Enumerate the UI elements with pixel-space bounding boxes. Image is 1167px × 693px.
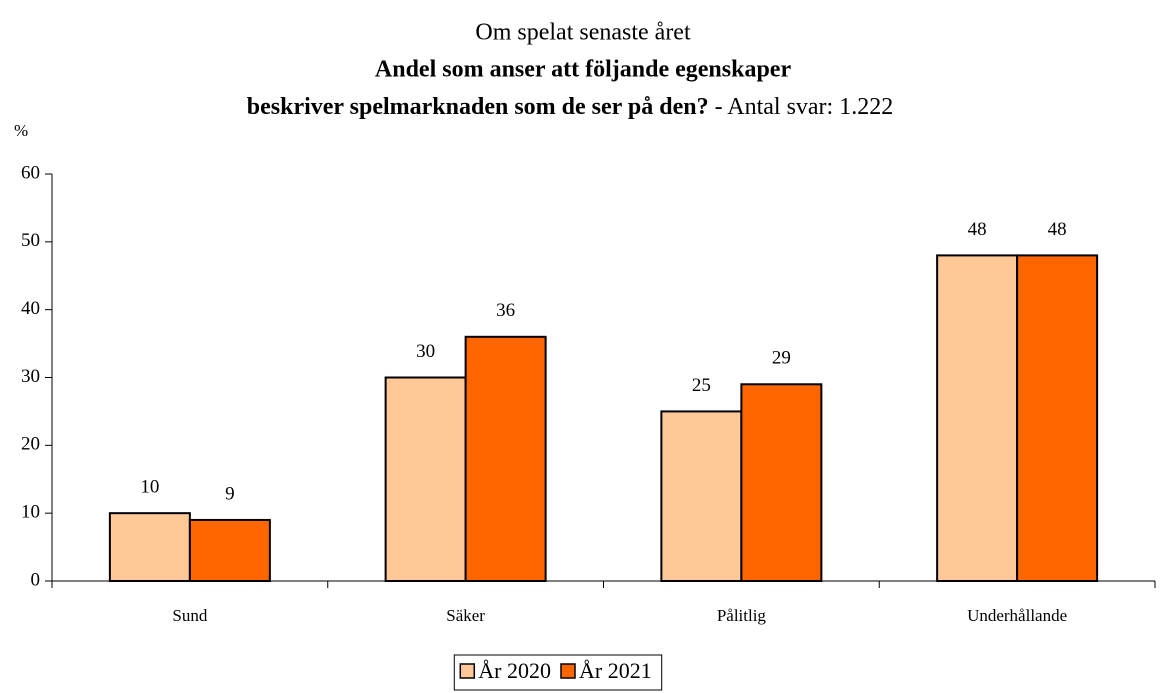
y-tick-label: 20 <box>21 434 40 455</box>
bar <box>188 518 271 583</box>
x-tick-label: Säker <box>446 606 485 625</box>
value-label: 29 <box>772 348 791 369</box>
chart-subtitle: beskriver spelmarknaden som de ser på de… <box>247 94 709 120</box>
value-label: 9 <box>225 483 235 504</box>
legend: År 2020 År 2021 <box>453 654 663 691</box>
chart-subtitle: Andel som anser att följande egenskaper <box>375 57 792 83</box>
y-tick-label: 10 <box>21 502 40 523</box>
value-label: 10 <box>140 477 159 498</box>
y-tick-label: 60 <box>21 162 40 183</box>
legend-swatch <box>459 663 476 679</box>
y-tick-label: 40 <box>21 298 40 319</box>
bar <box>660 410 743 582</box>
legend-box <box>453 654 663 691</box>
value-label: 30 <box>416 341 435 362</box>
bar <box>1016 254 1099 582</box>
value-label: 48 <box>1048 219 1067 240</box>
bar <box>740 383 823 582</box>
x-tick-label: Sund <box>172 606 207 625</box>
y-tick-label: 50 <box>21 230 40 251</box>
chart-title: Om spelat senaste året <box>475 20 691 46</box>
bar <box>384 376 467 582</box>
value-label: 48 <box>968 219 987 240</box>
x-tick-label: Pålitlig <box>717 606 767 625</box>
bar <box>108 512 191 583</box>
value-label: 25 <box>692 375 711 396</box>
x-tick-label: Underhållande <box>967 606 1067 625</box>
value-label: 36 <box>496 300 515 321</box>
y-tick-label: 30 <box>21 366 40 387</box>
bar <box>936 254 1019 582</box>
legend-label: År 2020 <box>478 658 551 683</box>
legend-label: År 2021 <box>579 658 652 683</box>
chart-subtitle-note: - Antal svar: 1.222 <box>715 94 894 120</box>
chart-subtitle-line: beskriver spelmarknaden som de ser på de… <box>247 94 893 120</box>
legend-swatch <box>560 663 576 679</box>
y-axis-label: % <box>14 121 28 140</box>
bar <box>464 335 547 582</box>
y-tick-label: 0 <box>31 569 41 590</box>
